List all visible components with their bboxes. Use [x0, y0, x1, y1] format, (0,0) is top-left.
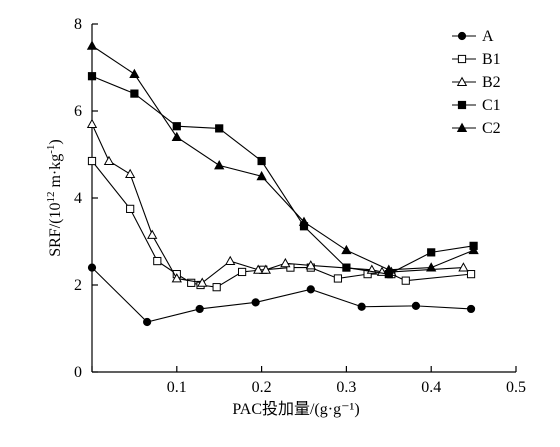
legend-marker [457, 100, 467, 110]
series-b2 [86, 118, 469, 287]
axes: 0 2 4 6 8 0.1 0.2 0.3 0.4 0.5 PAC投加量/(g·g⁻¹) SRF/(1… [45, 16, 526, 418]
data-point-b2 [253, 264, 264, 274]
y-axis-label: SRF/(1012 m·kg-1) [45, 139, 64, 257]
legend-marker [456, 76, 468, 86]
data-point-a [306, 285, 315, 294]
data-point-b1 [126, 204, 135, 213]
legend: A B1 B2 C1 C2 [452, 28, 501, 137]
data-point-b2 [305, 260, 316, 270]
legend-label: B1 [482, 51, 501, 68]
data-point-a [195, 304, 204, 314]
series-line-a [91, 267, 472, 323]
data-point-b2 [280, 257, 291, 268]
data-point-a [87, 263, 97, 272]
legend-item-c2: C2 [452, 120, 501, 137]
data-point-b1 [153, 256, 162, 266]
data-point-b2 [147, 229, 158, 239]
y-tick-label: 0 [74, 364, 82, 381]
data-point-b2 [86, 118, 98, 128]
data-point-c1 [342, 263, 351, 272]
series-group [86, 40, 479, 327]
y-tick-label: 4 [74, 190, 82, 207]
x-tick-label: 0.1 [167, 379, 187, 396]
data-point-c1 [257, 156, 266, 166]
legend-item-c1: C1 [452, 97, 501, 114]
data-point-c2 [383, 264, 394, 274]
series-a [87, 263, 476, 327]
y-tick-label: 2 [74, 277, 82, 294]
y-axis-label-part: -1 [45, 145, 57, 154]
data-point-c1 [130, 89, 139, 98]
data-point-c2 [341, 244, 352, 255]
data-point-b1 [466, 270, 476, 279]
data-point-c2 [468, 244, 479, 255]
legend-label: C2 [482, 120, 501, 137]
data-point-a [251, 298, 260, 307]
data-point-b2 [458, 262, 469, 272]
x-tick-label: 0.3 [336, 379, 356, 396]
data-point-b1 [333, 274, 343, 283]
data-point-c2 [86, 40, 98, 50]
data-point-b1 [401, 276, 410, 285]
legend-label: B2 [482, 74, 501, 91]
data-point-b2 [225, 255, 236, 266]
data-point-a [411, 301, 421, 310]
legend-item-b2: B2 [452, 74, 501, 91]
data-point-c2 [129, 68, 140, 78]
data-point-c2 [214, 160, 225, 170]
data-point-b1 [87, 156, 97, 166]
y-tick-label: 8 [74, 16, 82, 33]
series-line-b2 [91, 123, 464, 284]
y-axis-label-part: 12 [45, 192, 57, 203]
data-point-a [357, 302, 366, 311]
series-line-c1 [91, 75, 474, 275]
data-point-a [466, 304, 476, 314]
legend-item-b1: B1 [452, 51, 501, 68]
legend-label: A [482, 28, 494, 45]
y-tick-label: 6 [74, 103, 82, 120]
data-point-c1 [215, 124, 224, 133]
legend-marker [457, 54, 467, 64]
data-point-c2 [171, 131, 182, 142]
series-c2 [86, 40, 479, 274]
x-tick-label: 0.2 [252, 379, 272, 396]
legend-item-a: A [452, 28, 494, 45]
data-point-b1 [237, 267, 247, 277]
data-point-b2 [260, 264, 271, 274]
x-tick-label: 0.5 [506, 379, 526, 396]
data-point-c2 [426, 262, 437, 272]
data-point-b2 [125, 168, 136, 179]
x-axis-label: PAC投加量/(g·g⁻¹) [232, 400, 359, 418]
data-point-b2 [171, 273, 182, 283]
legend-marker [457, 31, 467, 41]
data-point-b1 [212, 283, 221, 292]
series-line-c2 [91, 45, 474, 271]
data-point-c1 [427, 248, 436, 257]
y-axis-label-part: SRF/(10 [47, 203, 64, 257]
data-point-c1 [87, 72, 97, 81]
y-axis-label-part: m·kg [47, 154, 64, 192]
legend-label: C1 [482, 97, 501, 114]
x-tick-label: 0.4 [421, 379, 441, 396]
series-c1 [87, 72, 478, 279]
legend-marker [456, 122, 468, 132]
data-point-a [143, 317, 152, 327]
data-point-b2 [197, 277, 208, 287]
data-point-c2 [298, 216, 310, 226]
data-point-c1 [172, 122, 181, 131]
y-axis-label-part: ) [47, 139, 64, 144]
data-point-b2 [103, 155, 115, 165]
data-point-c2 [256, 170, 267, 181]
data-point-b1 [187, 278, 196, 287]
